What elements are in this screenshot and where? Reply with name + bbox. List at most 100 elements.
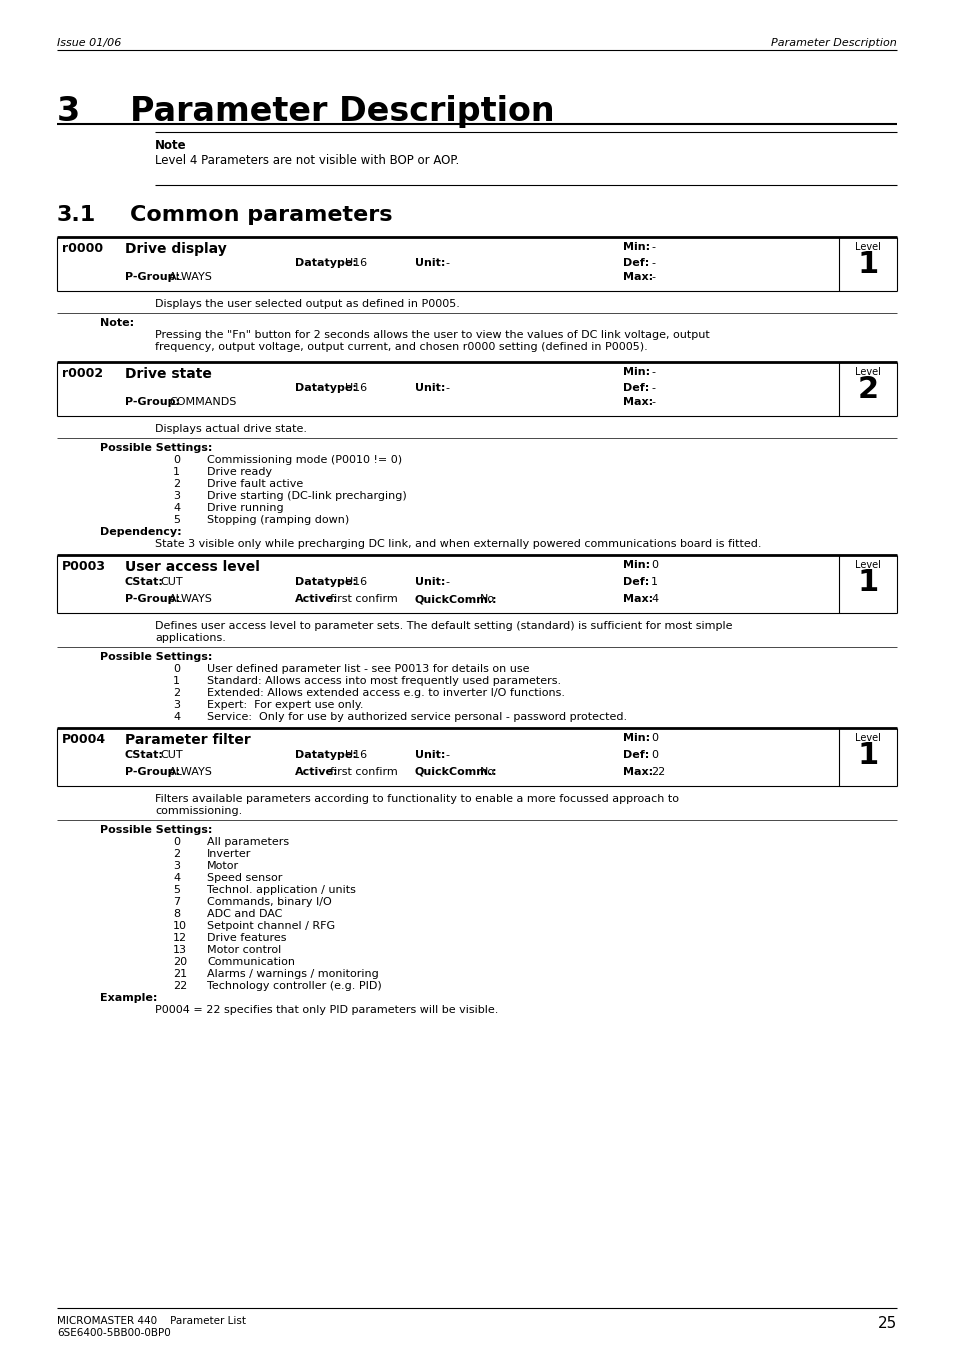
Text: 0: 0 bbox=[172, 663, 180, 674]
Text: commissioning.: commissioning. bbox=[154, 807, 242, 816]
Text: P-Group:: P-Group: bbox=[125, 767, 180, 777]
Text: CUT: CUT bbox=[160, 750, 182, 761]
Text: Parameter filter: Parameter filter bbox=[125, 734, 251, 747]
Text: QuickComm.:: QuickComm.: bbox=[415, 767, 497, 777]
Text: Filters available parameters according to functionality to enable a more focusse: Filters available parameters according t… bbox=[154, 794, 679, 804]
Text: Max:: Max: bbox=[622, 594, 653, 604]
Text: Defines user access level to parameter sets. The default setting (standard) is s: Defines user access level to parameter s… bbox=[154, 621, 732, 631]
Text: -: - bbox=[650, 258, 655, 267]
Text: 22: 22 bbox=[172, 981, 187, 992]
Text: 2: 2 bbox=[172, 688, 180, 698]
Text: 20: 20 bbox=[172, 957, 187, 967]
Text: 3.1: 3.1 bbox=[57, 205, 96, 226]
Text: User defined parameter list - see P0013 for details on use: User defined parameter list - see P0013 … bbox=[207, 663, 529, 674]
Text: 5: 5 bbox=[172, 515, 180, 526]
Text: Alarms / warnings / monitoring: Alarms / warnings / monitoring bbox=[207, 969, 378, 979]
Text: Motor: Motor bbox=[207, 861, 239, 871]
Text: 4: 4 bbox=[172, 873, 180, 884]
Text: 0: 0 bbox=[172, 838, 180, 847]
Text: -: - bbox=[650, 367, 655, 377]
Text: P-Group:: P-Group: bbox=[125, 397, 180, 407]
Text: Setpoint channel / RFG: Setpoint channel / RFG bbox=[207, 921, 335, 931]
Text: first confirm: first confirm bbox=[330, 767, 397, 777]
Text: 21: 21 bbox=[172, 969, 187, 979]
Text: Technol. application / units: Technol. application / units bbox=[207, 885, 355, 894]
Text: applications.: applications. bbox=[154, 634, 226, 643]
Text: 3: 3 bbox=[172, 490, 180, 501]
Text: 4: 4 bbox=[172, 712, 180, 721]
Text: 25: 25 bbox=[877, 1316, 896, 1331]
Text: 2: 2 bbox=[857, 376, 878, 404]
Text: Possible Settings:: Possible Settings: bbox=[100, 653, 213, 662]
Text: 3: 3 bbox=[172, 861, 180, 871]
Text: ALWAYS: ALWAYS bbox=[169, 767, 213, 777]
Text: U16: U16 bbox=[345, 577, 367, 586]
Text: Extended: Allows extended access e.g. to inverter I/O functions.: Extended: Allows extended access e.g. to… bbox=[207, 688, 564, 698]
Text: Note:: Note: bbox=[100, 317, 134, 328]
Text: 3: 3 bbox=[57, 95, 80, 128]
Text: Level: Level bbox=[854, 734, 880, 743]
Text: 0: 0 bbox=[172, 455, 180, 465]
Text: -: - bbox=[444, 382, 449, 393]
Text: -: - bbox=[650, 397, 655, 407]
Text: Min:: Min: bbox=[622, 734, 649, 743]
Text: Commands, binary I/O: Commands, binary I/O bbox=[207, 897, 332, 907]
Text: Level 4 Parameters are not visible with BOP or AOP.: Level 4 Parameters are not visible with … bbox=[154, 154, 458, 168]
Text: Min:: Min: bbox=[622, 367, 649, 377]
Text: QuickComm.:: QuickComm.: bbox=[415, 594, 497, 604]
Text: Speed sensor: Speed sensor bbox=[207, 873, 282, 884]
Text: Inverter: Inverter bbox=[207, 848, 251, 859]
Text: Drive running: Drive running bbox=[207, 503, 283, 513]
Text: Def:: Def: bbox=[622, 577, 649, 586]
Text: Displays the user selected output as defined in P0005.: Displays the user selected output as def… bbox=[154, 299, 459, 309]
Text: Drive starting (DC-link precharging): Drive starting (DC-link precharging) bbox=[207, 490, 406, 501]
Text: 1: 1 bbox=[650, 577, 658, 586]
Text: Min:: Min: bbox=[622, 561, 649, 570]
Text: -: - bbox=[444, 750, 449, 761]
Text: P0004 = 22 specifies that only PID parameters will be visible.: P0004 = 22 specifies that only PID param… bbox=[154, 1005, 497, 1015]
Text: State 3 visible only while precharging DC link, and when externally powered comm: State 3 visible only while precharging D… bbox=[154, 539, 760, 549]
Text: 3: 3 bbox=[172, 700, 180, 711]
Text: Communication: Communication bbox=[207, 957, 294, 967]
Text: ALWAYS: ALWAYS bbox=[169, 594, 213, 604]
Text: Note: Note bbox=[154, 139, 187, 153]
Text: Max:: Max: bbox=[622, 272, 653, 282]
Text: 22: 22 bbox=[650, 767, 664, 777]
Text: 1: 1 bbox=[857, 250, 878, 280]
Text: Def:: Def: bbox=[622, 382, 649, 393]
Text: Common parameters: Common parameters bbox=[130, 205, 392, 226]
Text: 0: 0 bbox=[650, 750, 658, 761]
Text: frequency, output voltage, output current, and chosen r0000 setting (defined in : frequency, output voltage, output curren… bbox=[154, 342, 647, 353]
Text: Possible Settings:: Possible Settings: bbox=[100, 443, 213, 453]
Text: 0: 0 bbox=[650, 561, 658, 570]
Text: P0003: P0003 bbox=[62, 561, 106, 573]
Text: 0: 0 bbox=[650, 734, 658, 743]
Text: Service:  Only for use by authorized service personal - password protected.: Service: Only for use by authorized serv… bbox=[207, 712, 626, 721]
Text: Drive ready: Drive ready bbox=[207, 467, 272, 477]
Text: Motor control: Motor control bbox=[207, 944, 281, 955]
Text: Def:: Def: bbox=[622, 750, 649, 761]
Text: Level: Level bbox=[854, 242, 880, 253]
Text: Unit:: Unit: bbox=[415, 258, 445, 267]
Text: Max:: Max: bbox=[622, 397, 653, 407]
Text: Drive features: Drive features bbox=[207, 934, 286, 943]
Text: CStat:: CStat: bbox=[125, 750, 164, 761]
Text: Min:: Min: bbox=[622, 242, 649, 253]
Text: Datatype:: Datatype: bbox=[294, 258, 356, 267]
Text: COMMANDS: COMMANDS bbox=[169, 397, 236, 407]
Text: No: No bbox=[479, 594, 495, 604]
Text: P-Group:: P-Group: bbox=[125, 594, 180, 604]
Text: U16: U16 bbox=[345, 382, 367, 393]
Text: U16: U16 bbox=[345, 750, 367, 761]
Text: 4: 4 bbox=[172, 503, 180, 513]
Text: No: No bbox=[479, 767, 495, 777]
Text: 2: 2 bbox=[172, 480, 180, 489]
Text: 4: 4 bbox=[650, 594, 658, 604]
Text: Drive display: Drive display bbox=[125, 242, 227, 255]
Text: Commissioning mode (P0010 != 0): Commissioning mode (P0010 != 0) bbox=[207, 455, 402, 465]
Text: Unit:: Unit: bbox=[415, 750, 445, 761]
Text: Datatype:: Datatype: bbox=[294, 577, 356, 586]
Text: r0002: r0002 bbox=[62, 367, 103, 380]
Text: 1: 1 bbox=[172, 467, 180, 477]
Text: -: - bbox=[444, 258, 449, 267]
